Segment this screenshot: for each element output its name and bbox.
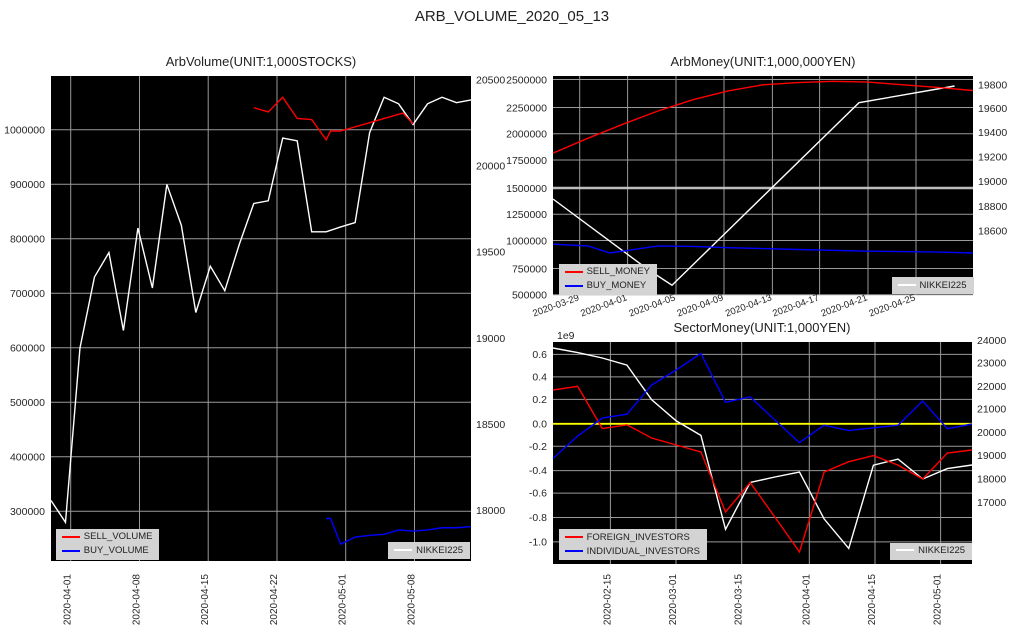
svg-text:0.6: 0.6 [532,349,547,361]
svg-text:-0.4: -0.4 [529,465,547,477]
svg-text:23000: 23000 [977,358,1006,370]
svg-text:2020-04-01: 2020-04-01 [801,574,812,626]
svg-text:2020-03-15: 2020-03-15 [734,574,745,626]
svg-text:21000: 21000 [977,403,1006,415]
svg-text:24000: 24000 [977,335,1006,347]
svg-text:2020-04-15: 2020-04-15 [867,574,878,626]
svg-text:2020-02-15: 2020-02-15 [602,574,613,626]
svg-text:2020-03-01: 2020-03-01 [668,574,679,626]
svg-text:0.4: 0.4 [532,372,547,384]
svg-text:19000: 19000 [977,450,1006,462]
svg-text:-0.2: -0.2 [529,441,547,453]
svg-text:-0.8: -0.8 [529,512,547,524]
svg-text:18000: 18000 [977,474,1006,486]
svg-text:20000: 20000 [977,427,1006,439]
svg-text:-1.0: -1.0 [529,537,547,549]
svg-text:22000: 22000 [977,381,1006,393]
svg-text:-0.6: -0.6 [529,488,547,500]
svg-text:17000: 17000 [977,497,1006,509]
svg-text:0.0: 0.0 [532,418,547,430]
svg-text:2020-05-01: 2020-05-01 [933,574,944,626]
svg-text:0.2: 0.2 [532,394,547,406]
